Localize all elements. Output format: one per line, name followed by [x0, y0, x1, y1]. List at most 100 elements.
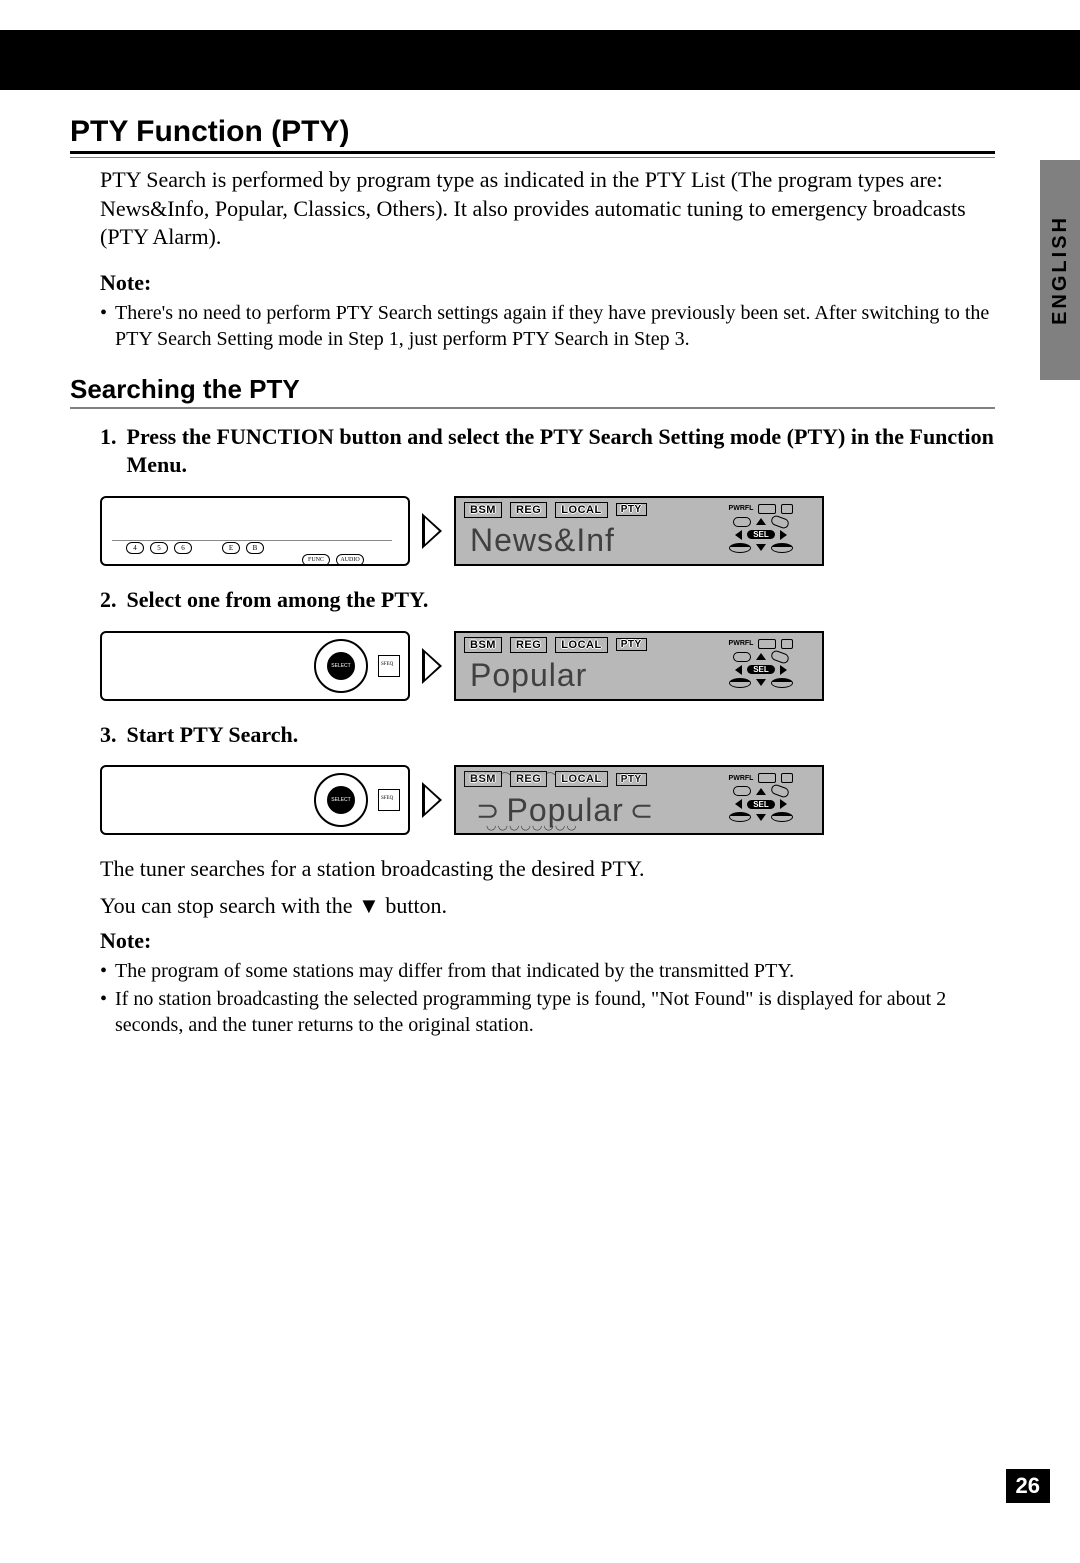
- lcd-indicator-reg: REG: [510, 502, 547, 518]
- up-triangle-icon: [756, 788, 766, 795]
- preset-button: E: [222, 542, 240, 554]
- up-triangle-icon: [756, 518, 766, 525]
- search-wave-bottom: ◡◡◡◡◡◡◡◡: [486, 818, 578, 833]
- selector-dial: SELECT: [314, 773, 368, 827]
- left-triangle-icon: [735, 530, 742, 540]
- mini-icon: [733, 652, 751, 662]
- arrow-icon: [422, 648, 442, 684]
- bullet-dot: •: [100, 958, 107, 984]
- lcd-side-cluster: PWRFL SEL: [706, 639, 816, 695]
- mini-icon: [771, 812, 793, 822]
- up-triangle-icon: [756, 653, 766, 660]
- step-heading: 3. Start PTY Search.: [100, 721, 995, 750]
- mini-icon: [758, 504, 776, 514]
- sfeq-slot: SFEQ: [378, 789, 400, 811]
- sel-badge: SEL: [747, 665, 775, 674]
- lcd-indicator-bsm: BSM: [464, 637, 502, 653]
- sel-badge: SEL: [747, 530, 775, 539]
- diagram-row-2: SELECT SFEQ BSM REG LOCAL PTY Popular PW…: [100, 631, 995, 701]
- arrow-icon: [422, 513, 442, 549]
- list-item: • There's no need to perform PTY Search …: [100, 300, 995, 352]
- list-item: • The program of some stations may diffe…: [100, 958, 995, 984]
- step-1: 1. Press the FUNCTION button and select …: [100, 423, 995, 480]
- lcd-indicator-local: LOCAL: [555, 502, 607, 518]
- selector-dial: SELECT: [314, 639, 368, 693]
- lcd-indicator-bsm: BSM: [464, 502, 502, 518]
- bullet-dot: •: [100, 300, 107, 352]
- pwrfl-label: PWRFL: [729, 640, 754, 647]
- lcd-indicator-local: LOCAL: [555, 637, 607, 653]
- preset-button: B: [246, 542, 264, 554]
- preset-button: 5: [150, 542, 168, 554]
- step-number: 2.: [100, 586, 117, 615]
- audio-button: AUDIO: [336, 554, 364, 566]
- language-tab: ENGLISH: [1040, 160, 1080, 380]
- list-item-text: If no station broadcasting the selected …: [115, 986, 995, 1038]
- mini-icon: [729, 543, 751, 553]
- device-panel-illustration: SELECT SFEQ: [100, 765, 410, 835]
- func-button: FUNC: [302, 554, 330, 566]
- down-triangle-icon: [756, 544, 766, 551]
- pwrfl-label: PWRFL: [729, 505, 754, 512]
- after-step-text-2: You can stop search with the ▼ button.: [100, 892, 995, 921]
- lcd-display-3: ⌒⌒⌒⌒⌒⌒⌒⌒⌒⌒⌒ BSM REG LOCAL PTY ⊃ Popular …: [454, 765, 824, 835]
- diagram-row-1: 4 5 6 E B FUNC AUDIO BSM REG LOCAL PTY N…: [100, 496, 995, 566]
- mini-icon: [770, 649, 790, 665]
- right-triangle-icon: [780, 799, 787, 809]
- device-panel-illustration: SELECT SFEQ: [100, 631, 410, 701]
- preset-button: 6: [174, 542, 192, 554]
- mini-icon: [781, 504, 793, 514]
- list-item-text: There's no need to perform PTY Search se…: [115, 300, 995, 352]
- lcd-indicator-bsm: BSM: [464, 771, 502, 787]
- lcd-side-cluster: PWRFL SEL: [706, 504, 816, 560]
- right-triangle-icon: [780, 530, 787, 540]
- note-list-1: • There's no need to perform PTY Search …: [100, 300, 995, 352]
- section-title: PTY Function (PTY): [70, 115, 995, 154]
- mini-icon: [729, 812, 751, 822]
- sel-badge: SEL: [747, 800, 775, 809]
- note-label-1: Note:: [100, 270, 995, 296]
- mini-icon: [733, 517, 751, 527]
- step-heading: 1. Press the FUNCTION button and select …: [100, 423, 995, 480]
- lcd-indicator-pty: PTY: [616, 638, 647, 651]
- mini-icon: [758, 773, 776, 783]
- mini-icon: [771, 678, 793, 688]
- diagram-row-3: SELECT SFEQ ⌒⌒⌒⌒⌒⌒⌒⌒⌒⌒⌒ BSM REG LOCAL PT…: [100, 765, 995, 835]
- mini-icon: [729, 678, 751, 688]
- subsection-title: Searching the PTY: [70, 374, 995, 409]
- list-item-text: The program of some stations may differ …: [115, 958, 794, 984]
- mini-icon: [771, 543, 793, 553]
- lcd-display-2: BSM REG LOCAL PTY Popular PWRFL SEL: [454, 631, 824, 701]
- top-black-bar: [0, 30, 1080, 90]
- mini-icon: [781, 773, 793, 783]
- note-label-2: Note:: [100, 928, 995, 954]
- left-triangle-icon: [735, 665, 742, 675]
- list-item: • If no station broadcasting the selecte…: [100, 986, 995, 1038]
- step-2: 2. Select one from among the PTY.: [100, 586, 995, 615]
- lcd-indicator-pty: PTY: [616, 773, 647, 786]
- mini-icon: [758, 639, 776, 649]
- right-triangle-icon: [780, 665, 787, 675]
- step-heading: 2. Select one from among the PTY.: [100, 586, 995, 615]
- pwrfl-label: PWRFL: [729, 775, 754, 782]
- step-number: 1.: [100, 423, 117, 480]
- page-number: 26: [1006, 1469, 1050, 1503]
- lcd-display-1: BSM REG LOCAL PTY News&Inf PWRFL SEL: [454, 496, 824, 566]
- note-list-2: • The program of some stations may diffe…: [100, 958, 995, 1038]
- step-number: 3.: [100, 721, 117, 750]
- lcd-indicator-local: LOCAL: [555, 771, 607, 787]
- mini-icon: [733, 786, 751, 796]
- arrow-icon: [422, 782, 442, 818]
- down-triangle-icon: [756, 814, 766, 821]
- bullet-dot: •: [100, 986, 107, 1038]
- mini-icon: [770, 783, 790, 799]
- lcd-side-cluster: PWRFL SEL: [706, 773, 816, 829]
- left-triangle-icon: [735, 799, 742, 809]
- preset-button: 4: [126, 542, 144, 554]
- lcd-indicator-pty: PTY: [616, 503, 647, 516]
- step-text: Press the FUNCTION button and select the…: [127, 423, 996, 480]
- lcd-indicator-reg: REG: [510, 771, 547, 787]
- lcd-indicator-reg: REG: [510, 637, 547, 653]
- mini-icon: [781, 639, 793, 649]
- step-3: 3. Start PTY Search.: [100, 721, 995, 750]
